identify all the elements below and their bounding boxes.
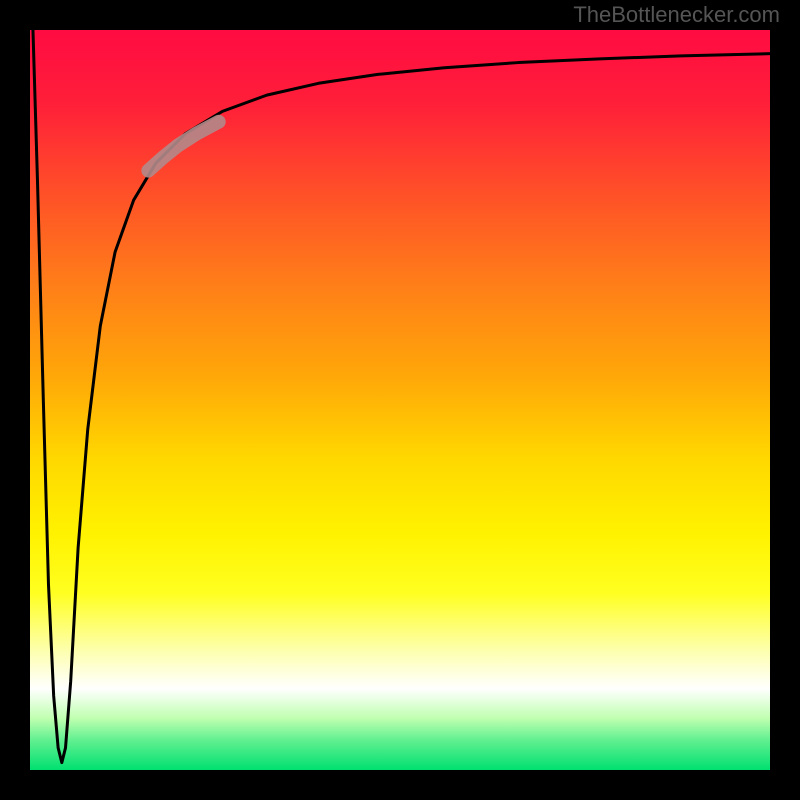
gradient-background: [30, 30, 770, 770]
bottleneck-chart: [0, 0, 800, 800]
chart-container: TheBottlenecker.com: [0, 0, 800, 800]
